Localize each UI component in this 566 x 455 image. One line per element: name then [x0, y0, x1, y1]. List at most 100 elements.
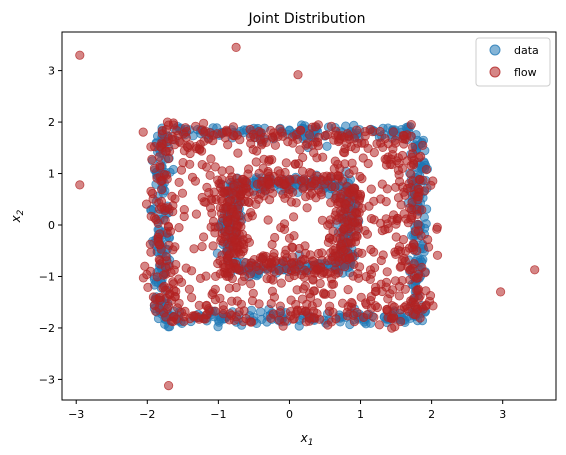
flow-point	[413, 184, 423, 194]
flow-point	[399, 139, 409, 149]
flow-point	[381, 197, 391, 207]
flow-point	[374, 320, 384, 330]
flow-point	[400, 284, 410, 294]
flow-point	[396, 200, 406, 210]
flow-point	[395, 305, 405, 315]
x-tick-label: −2	[139, 408, 155, 421]
flow-point	[311, 193, 321, 203]
flow-point	[409, 258, 419, 269]
flow-point	[336, 189, 346, 199]
flow-point	[213, 258, 223, 269]
flow-point	[324, 233, 335, 243]
flow-point	[276, 223, 286, 233]
flow-point	[286, 197, 296, 207]
flow-point	[349, 183, 359, 193]
flow-point	[294, 243, 304, 254]
flow-point	[410, 309, 420, 320]
flow-point	[157, 185, 167, 195]
flow-outlier-point	[75, 180, 85, 190]
flow-point	[254, 168, 264, 178]
flow-point	[314, 185, 324, 195]
flow-point	[407, 242, 417, 253]
flow-point	[228, 232, 238, 242]
flow-point	[224, 251, 234, 261]
flow-point	[258, 252, 268, 262]
flow-point	[203, 134, 214, 144]
flow-point	[385, 289, 395, 299]
flow-point	[413, 285, 423, 295]
flow-point	[369, 263, 380, 273]
flow-point	[346, 297, 357, 308]
flow-point	[264, 179, 275, 189]
flow-point	[390, 322, 400, 332]
flow-point	[251, 157, 261, 167]
flow-outlier-point	[164, 380, 174, 391]
flow-point	[391, 232, 401, 242]
flow-point	[346, 142, 356, 152]
flow-point	[307, 140, 318, 150]
flow-point	[327, 289, 337, 299]
flow-point	[406, 120, 416, 130]
flow-point	[298, 184, 308, 194]
flow-point	[224, 259, 234, 270]
flow-point	[306, 181, 316, 191]
flow-point	[398, 130, 408, 141]
flow-point	[386, 154, 396, 164]
flow-outlier-point	[231, 42, 241, 53]
flow-point	[155, 240, 165, 250]
flow-point	[234, 307, 244, 317]
flow-point	[344, 169, 354, 179]
flow-point	[268, 309, 278, 319]
flow-point	[408, 149, 418, 159]
flow-point	[421, 165, 431, 175]
flow-point	[181, 132, 191, 143]
flow-point	[394, 291, 404, 301]
flow-point	[138, 273, 148, 283]
flow-point	[423, 242, 434, 252]
flow-point	[323, 220, 333, 230]
flow-point	[232, 209, 242, 220]
flow-point	[402, 183, 412, 194]
flow-point	[267, 286, 277, 296]
flow-point	[248, 129, 258, 139]
flow-point	[298, 284, 308, 294]
flow-point	[275, 301, 285, 311]
flow-point	[328, 279, 339, 289]
flow-point	[395, 316, 406, 327]
data-point	[255, 307, 266, 317]
flow-point	[237, 276, 247, 286]
flow-point	[255, 134, 265, 144]
y-axis-ticks: −3 −2 −1 0 1 2 3	[39, 65, 62, 386]
flow-point	[388, 127, 398, 137]
flow-point	[154, 152, 164, 162]
flow-point	[236, 222, 246, 232]
flow-point	[343, 284, 353, 295]
legend-label-data: data	[514, 44, 539, 57]
flow-point	[357, 174, 367, 184]
flow-point	[288, 138, 298, 148]
flow-point	[295, 125, 306, 135]
flow-point	[381, 214, 391, 224]
flow-point	[141, 199, 152, 209]
flow-point	[210, 162, 220, 172]
data-point	[214, 315, 224, 325]
flow-point	[228, 188, 238, 199]
flow-point	[366, 244, 376, 255]
flow-point	[276, 278, 286, 288]
flow-point	[281, 158, 291, 168]
flow-point	[278, 257, 288, 267]
flow-point	[220, 231, 230, 241]
legend-marker-flow	[489, 66, 501, 78]
y-tick-label: −3	[39, 373, 55, 386]
flow-point	[369, 215, 379, 225]
flow-point	[354, 262, 365, 272]
flow-point	[406, 205, 417, 215]
flow-point	[341, 199, 351, 209]
flow-point	[298, 254, 308, 264]
flow-point	[369, 312, 379, 322]
flow-point	[174, 177, 184, 187]
flow-point	[278, 321, 288, 331]
flow-point	[376, 255, 386, 266]
flow-point	[232, 130, 242, 140]
flow-point	[251, 199, 261, 209]
